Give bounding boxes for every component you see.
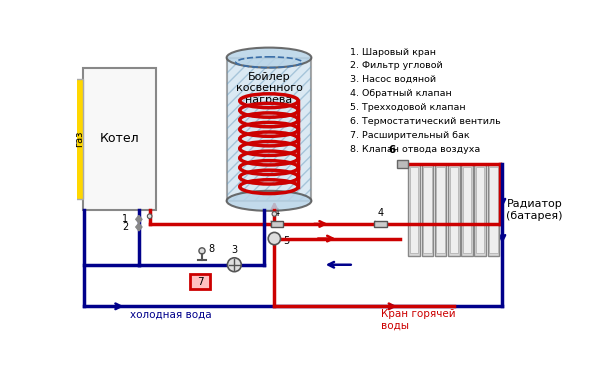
Text: 3. Насос водяной: 3. Насос водяной bbox=[350, 75, 436, 84]
Bar bbox=[461, 164, 473, 256]
Text: 4: 4 bbox=[377, 208, 384, 218]
Circle shape bbox=[272, 211, 277, 216]
Text: 8. Клапан отвода воздуха: 8. Клапан отвода воздуха bbox=[350, 145, 480, 154]
Text: 3: 3 bbox=[231, 245, 238, 255]
Bar bbox=[448, 164, 460, 256]
Text: 4. Обратный клапан: 4. Обратный клапан bbox=[350, 89, 452, 98]
Text: 6: 6 bbox=[389, 145, 396, 155]
Circle shape bbox=[227, 258, 241, 272]
Bar bbox=[436, 167, 445, 253]
Bar bbox=[423, 167, 431, 253]
Bar bbox=[227, 58, 311, 201]
Text: 2: 2 bbox=[122, 222, 128, 232]
Ellipse shape bbox=[227, 191, 311, 211]
Bar bbox=[374, 221, 387, 227]
Bar bbox=[422, 164, 433, 256]
Polygon shape bbox=[136, 216, 142, 223]
Text: 2. Фильтр угловой: 2. Фильтр угловой bbox=[350, 62, 443, 70]
Circle shape bbox=[148, 214, 152, 219]
Text: 8: 8 bbox=[208, 244, 214, 255]
Bar bbox=[397, 160, 407, 168]
Text: 1. Шаровый кран: 1. Шаровый кран bbox=[350, 47, 436, 57]
Polygon shape bbox=[136, 223, 142, 231]
Text: 7. Расширительный бак: 7. Расширительный бак bbox=[350, 131, 469, 140]
Text: 6. Термостатический вентиль: 6. Термостатический вентиль bbox=[350, 117, 500, 126]
Bar bbox=[271, 221, 283, 227]
Bar bbox=[227, 58, 311, 201]
Text: 7: 7 bbox=[197, 277, 204, 287]
Bar bbox=[409, 164, 420, 256]
Bar bbox=[75, 79, 83, 198]
Bar bbox=[476, 167, 484, 253]
Text: 4: 4 bbox=[274, 208, 280, 218]
Bar bbox=[449, 167, 458, 253]
Text: холодная вода: холодная вода bbox=[130, 309, 212, 319]
Bar bbox=[488, 164, 499, 256]
Ellipse shape bbox=[227, 47, 311, 68]
Bar bbox=[435, 164, 446, 256]
Text: 5: 5 bbox=[284, 236, 290, 246]
Bar bbox=[489, 167, 497, 253]
Text: Бойлер
косвенного
нагрева: Бойлер косвенного нагрева bbox=[236, 72, 302, 105]
Circle shape bbox=[199, 248, 205, 254]
Bar bbox=[410, 167, 418, 253]
Text: газ: газ bbox=[74, 131, 84, 147]
Circle shape bbox=[268, 232, 281, 245]
Text: Котел: Котел bbox=[100, 132, 139, 145]
Bar bbox=[190, 274, 211, 289]
Text: Радиатор
(батарея): Радиатор (батарея) bbox=[506, 199, 563, 221]
Text: 1: 1 bbox=[122, 214, 128, 224]
Bar bbox=[83, 68, 156, 210]
Bar bbox=[475, 164, 486, 256]
Text: 5. Трехходовой клапан: 5. Трехходовой клапан bbox=[350, 103, 466, 112]
Text: Кран горячей
воды: Кран горячей воды bbox=[380, 309, 455, 331]
Bar bbox=[463, 167, 471, 253]
